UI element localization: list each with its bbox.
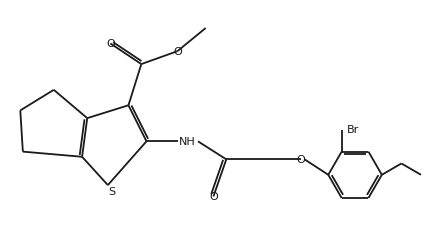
Text: O: O	[297, 155, 305, 165]
Text: S: S	[108, 186, 115, 196]
Text: O: O	[209, 192, 218, 202]
Text: Br: Br	[347, 124, 359, 134]
Text: O: O	[106, 39, 115, 49]
Text: NH: NH	[179, 137, 196, 147]
Text: O: O	[173, 47, 182, 57]
